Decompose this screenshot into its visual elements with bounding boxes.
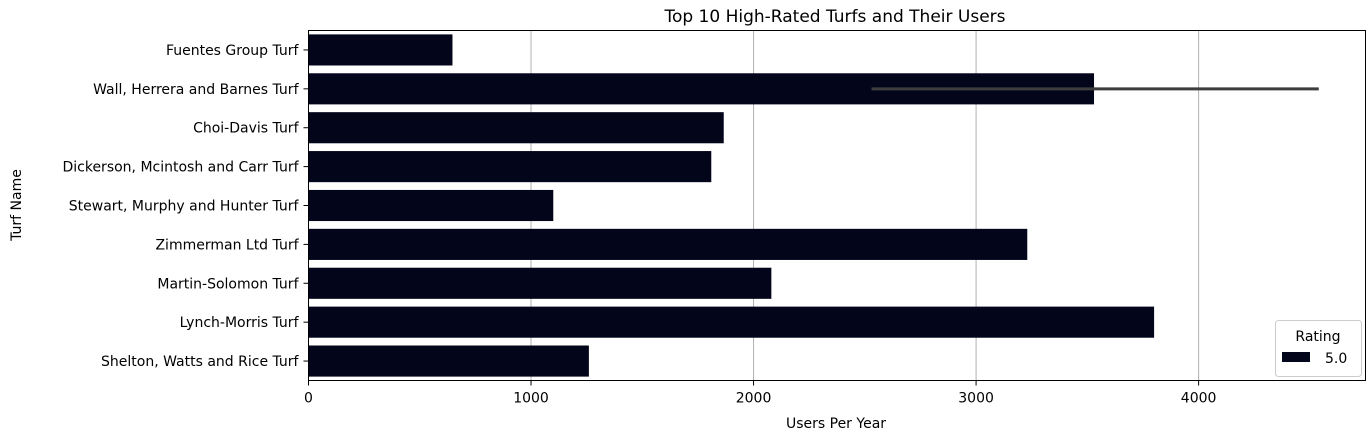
- y-tick-label: Fuentes Group Turf: [166, 43, 300, 59]
- bar: [308, 34, 453, 66]
- x-tick-label: 4000: [1181, 391, 1217, 407]
- legend-swatch: [1282, 352, 1310, 362]
- x-tick-labels: 0 1000 2000 3000 4000: [304, 380, 1217, 407]
- bar: [308, 189, 554, 222]
- bar: [308, 228, 1028, 260]
- y-tick-label: Stewart, Murphy and Hunter Turf: [69, 199, 300, 215]
- y-tick-label: Martin-Solomon Turf: [157, 276, 299, 292]
- y-tick-label: Zimmerman Ltd Turf: [155, 237, 299, 253]
- legend-frame: [1275, 320, 1362, 377]
- x-tick-label: 2000: [736, 391, 772, 407]
- y-tick-label: Shelton, Watts and Rice Turf: [101, 354, 300, 370]
- bar: [308, 112, 724, 144]
- x-tick-label: 1000: [513, 391, 549, 407]
- plot-frame: [308, 30, 1366, 381]
- y-tick-label: Choi-Davis Turf: [193, 121, 299, 137]
- x-tick-label: 0: [304, 391, 313, 407]
- legend-entry: 5.0: [1325, 351, 1347, 367]
- bar: [308, 345, 589, 377]
- legend: Rating 5.0: [1275, 320, 1362, 377]
- legend-title: Rating: [1295, 329, 1340, 345]
- y-axis-label: Turf Name: [9, 169, 25, 242]
- bars: [308, 34, 1155, 377]
- y-tick-label: Wall, Herrera and Barnes Turf: [93, 82, 299, 98]
- y-tick-label: Lynch-Morris Turf: [180, 315, 300, 331]
- x-axis-label: Users Per Year: [786, 416, 886, 432]
- bar: [308, 306, 1155, 338]
- bar: [308, 267, 772, 299]
- x-tick-label: 3000: [958, 391, 994, 407]
- chart-title: Top 10 High-Rated Turfs and Their Users: [663, 7, 1005, 27]
- y-tick-labels: Fuentes Group Turf Wall, Herrera and Barn…: [62, 43, 309, 370]
- bar: [308, 151, 712, 183]
- y-tick-label: Dickerson, Mcintosh and Carr Turf: [62, 160, 299, 176]
